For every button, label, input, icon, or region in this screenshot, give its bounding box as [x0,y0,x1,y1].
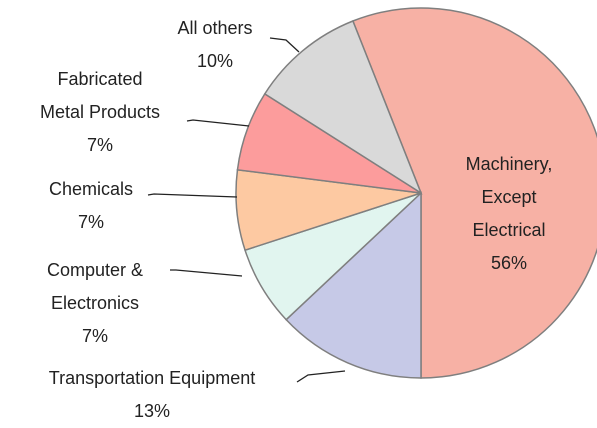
pie-canvas [147,7,597,383]
pie-slice [351,7,597,379]
pie-slice [263,20,423,195]
category-label: Fabricated Metal Products [39,69,161,122]
leader-line [296,370,346,383]
value-label: 7% [81,326,109,346]
category-label: Transportation Equipment [48,368,256,388]
leader-line [147,193,238,198]
value-label: 10% [196,51,234,71]
value-label: 7% [86,135,113,155]
category-label: Chemicals [48,179,134,199]
category-label: Machinery, Except Electrical [465,154,553,240]
category-label: Computer & Electronics [46,260,144,313]
value-label: 13% [133,401,171,421]
slice-label: Machinery, Except Electrical 56% [466,148,553,280]
slice-label: All others 10% [177,12,252,78]
leader-line [186,119,250,127]
value-label: 56% [490,253,528,273]
slices [235,7,597,379]
slice-label: Fabricated Metal Products 7% [40,63,160,162]
slice-label: Computer & Electronics 7% [47,254,143,353]
slice-label: Transportation Equipment 13% [49,362,255,428]
chart: Machinery, Except Electrical 56% Transport… [40,7,597,421]
leader-line [170,269,243,277]
leader-line [269,37,300,53]
category-label: All others [177,18,253,38]
pie-slice [285,191,422,379]
value-label: 7% [77,212,104,232]
slice-label: Chemicals 7% [49,173,133,239]
